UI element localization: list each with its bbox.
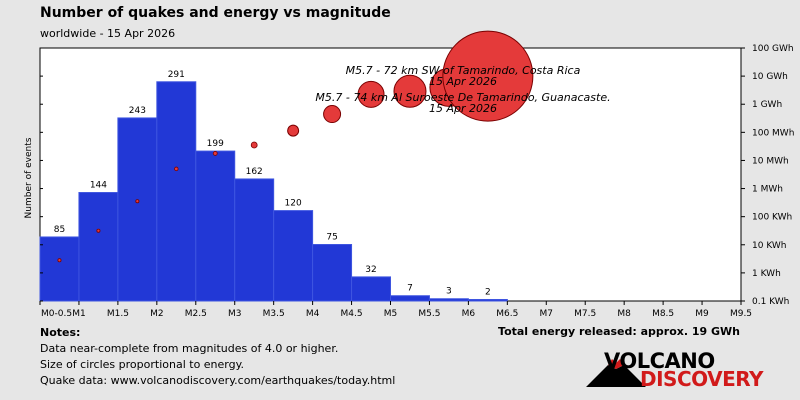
energy-bubble (174, 166, 179, 172)
x-tick-label: M9 (695, 309, 709, 319)
energy-bubble (442, 30, 534, 122)
energy-tick-label: 10 KWh (752, 241, 787, 251)
energy-bubble (393, 74, 427, 108)
notes: Notes: Data near-complete from magnitude… (40, 325, 395, 389)
annotation-1-line2: 15 Apr 2026 (429, 75, 497, 88)
x-tick-label: M7 (540, 309, 554, 319)
annotation-1-line1: M5.7 - 72 km SW of Tamarindo, Costa Rica (346, 64, 581, 77)
bar-label: 291 (168, 70, 185, 80)
energy-tick-label: 100 MWh (752, 128, 794, 138)
bar (39, 236, 80, 302)
x-tick-label: M8.5 (652, 309, 674, 319)
bar (273, 210, 314, 302)
bar-label: 2 (485, 287, 491, 297)
energy-bubble (323, 105, 342, 124)
x-tick-label: M5 (384, 309, 398, 319)
x-tick-label: M6.5 (496, 309, 518, 319)
energy-tick-label: 1 MWh (752, 185, 783, 195)
bar (78, 192, 119, 302)
bar (428, 298, 469, 302)
note-line: Size of circles proportional to energy. (40, 358, 245, 371)
energy-bubble (96, 228, 101, 233)
x-tick-label: M2 (150, 309, 164, 319)
bar-label: 3 (446, 287, 452, 297)
bar (467, 298, 508, 302)
energy-bubble (250, 141, 258, 149)
x-tick-label: M4.5 (341, 309, 363, 319)
logo-line1: VOLCANO (604, 349, 715, 373)
energy-bubble (287, 124, 300, 137)
x-tick-label: M7.5 (574, 309, 596, 319)
y-axis-label: Number of events (24, 137, 34, 218)
x-tick-label: M2.5 (185, 309, 207, 319)
bar (312, 244, 353, 302)
energy-tick-label: 1 GWh (752, 100, 782, 110)
energy-bubble (57, 258, 62, 263)
bar-label: 7 (407, 284, 413, 294)
x-tick-label: M3 (228, 309, 242, 319)
energy-tick-label: 100 GWh (752, 44, 794, 54)
x-tick-label: M1.5 (107, 309, 129, 319)
x-tick-label: M3.5 (263, 309, 285, 319)
energy-tick-label: 1 KWh (752, 269, 781, 279)
bar-label: 199 (207, 139, 224, 149)
note-line: Data near-complete from magnitudes of 4.… (40, 342, 339, 355)
bar-label: 243 (129, 106, 146, 116)
notes-heading: Notes: (40, 326, 81, 339)
energy-tick-label: 0.1 KWh (752, 297, 789, 307)
bar-label: 32 (365, 265, 376, 275)
x-tick-label: M9.5 (730, 309, 752, 319)
bar-label: 120 (285, 199, 302, 209)
bar (234, 178, 275, 302)
x-tick-label: M6 (462, 309, 476, 319)
note-source-link[interactable]: Quake data: www.volcanodiscovery.com/ear… (40, 374, 396, 387)
x-tick-label: M0-0.5 (41, 309, 72, 319)
annotation-2-line1: M5.7 - 74 km Al Suroeste De Tamarindo, G… (315, 91, 610, 104)
logo-line2: DISCOVERY (640, 367, 764, 391)
annotation-2-line2: 15 Apr 2026 (429, 102, 497, 115)
energy-bubble (135, 199, 140, 204)
bar (351, 276, 391, 302)
x-tick-label: M5.5 (418, 309, 440, 319)
bar (156, 81, 197, 302)
bar (117, 117, 158, 302)
bar (195, 150, 236, 302)
energy-bubble (357, 80, 385, 108)
energy-tick-label: 10 MWh (752, 156, 789, 166)
total-energy: Total energy released: approx. 19 GWh (498, 325, 740, 338)
energy-bubble (212, 151, 218, 156)
chart-title: Number of quakes and energy vs magnitude (40, 5, 391, 21)
chart-subtitle: worldwide - 15 Apr 2026 (40, 27, 176, 40)
bar-label: 144 (90, 181, 107, 191)
volcano-icon (586, 359, 646, 387)
bar-label: 85 (54, 225, 65, 235)
energy-tick-label: 100 KWh (752, 213, 792, 223)
x-tick-label: M1 (72, 309, 86, 319)
bar (390, 295, 430, 302)
x-tick-label: M8 (617, 309, 631, 319)
x-tick-label: M4 (306, 309, 320, 319)
volcanodiscovery-logo[interactable]: VOLCANO DISCOVERY (586, 349, 764, 391)
bar-label: 75 (326, 233, 337, 243)
energy-tick-label: 10 GWh (752, 72, 788, 82)
bar-label: 162 (246, 167, 263, 177)
